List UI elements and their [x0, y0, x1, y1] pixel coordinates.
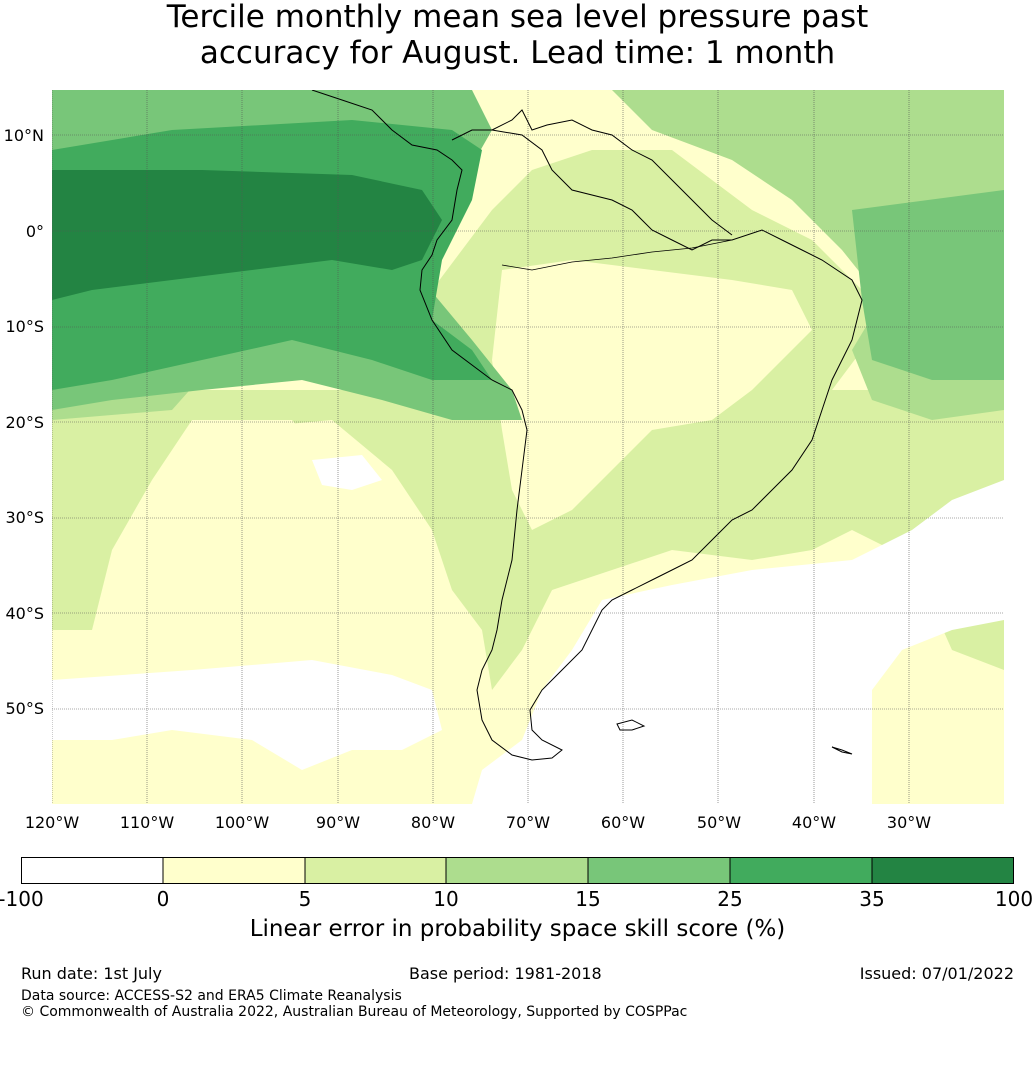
- colorbar-segment: [730, 857, 872, 884]
- colorbar-tick: 10: [433, 887, 459, 911]
- chart-title-line-2: accuracy for August. Lead time: 1 month: [199, 35, 836, 71]
- colorbar-segment: [446, 857, 588, 884]
- region-15-25-atlantic: [852, 190, 1004, 380]
- region-0-5-continent: [492, 260, 812, 530]
- region-0-5-pacific: [212, 420, 452, 620]
- south-georgia: [831, 746, 853, 755]
- colorbar-tick: 25: [717, 887, 743, 911]
- colorbar-tick: 5: [298, 887, 312, 911]
- chart-title-line-1: Tercile monthly mean sea level pressure …: [166, 0, 869, 35]
- lon-label-40w: 40°W: [791, 813, 837, 832]
- lon-label-50w: 50°W: [696, 813, 742, 832]
- skill-score-map: [52, 90, 1004, 804]
- colorbar-tick: 0: [156, 887, 170, 911]
- lat-label-10s: 10°S: [5, 317, 44, 336]
- lon-label-70w: 70°W: [505, 813, 551, 832]
- lat-label-50s: 50°S: [5, 699, 44, 718]
- amazon-river: [501, 239, 733, 271]
- region-negative-pacific: [52, 660, 442, 770]
- lat-label-30s: 30°S: [5, 508, 44, 527]
- lat-label-0: 0°: [25, 222, 44, 241]
- lon-label-110w: 110°W: [119, 813, 175, 832]
- colorbar-tick: -100: [0, 887, 44, 911]
- colorbar-segment: [872, 857, 1014, 884]
- colorbar-dividers: [162, 857, 873, 884]
- copyright-notice: © Commonwealth of Australia 2022, Austra…: [21, 1004, 688, 1020]
- colorbar-segment: [163, 857, 305, 884]
- coastline-caribbean: [491, 109, 733, 236]
- data-source: Data source: ACCESS-S2 and ERA5 Climate …: [21, 988, 402, 1004]
- colorbar-label: Linear error in probability space skill …: [249, 916, 786, 942]
- lon-label-120w: 120°W: [24, 813, 80, 832]
- lat-label-40s: 40°S: [5, 604, 44, 623]
- colorbar-tick: 15: [575, 887, 601, 911]
- falkland-islands: [616, 719, 646, 731]
- colorbar-frame: [21, 857, 1014, 884]
- colorbar: [21, 857, 1014, 884]
- run-date: Run date: 1st July: [21, 964, 162, 983]
- lon-label-80w: 80°W: [410, 813, 456, 832]
- lat-label-20s: 20°S: [5, 413, 44, 432]
- coastline-south-america: [311, 90, 863, 761]
- lon-label-30w: 30°W: [886, 813, 932, 832]
- region-negative-patch: [312, 455, 382, 490]
- lat-label-10n: 10°N: [3, 126, 44, 145]
- colorbar-segment: [588, 857, 730, 884]
- colorbar-tick: 35: [859, 887, 885, 911]
- colorbar-tick: 100: [994, 887, 1034, 911]
- region-negative-south-atlantic: [472, 480, 1004, 804]
- colorbar-segment: [305, 857, 446, 884]
- lon-label-100w: 100°W: [214, 813, 270, 832]
- issued-date: Issued: 07/01/2022: [859, 964, 1014, 983]
- map-canvas: [52, 90, 1004, 804]
- region-35-100: [52, 170, 442, 300]
- lon-label-90w: 90°W: [315, 813, 361, 832]
- base-period: Base period: 1981-2018: [409, 964, 602, 983]
- colorbar-segment: [21, 857, 163, 884]
- lon-label-60w: 60°W: [600, 813, 646, 832]
- graticule: [52, 90, 1004, 804]
